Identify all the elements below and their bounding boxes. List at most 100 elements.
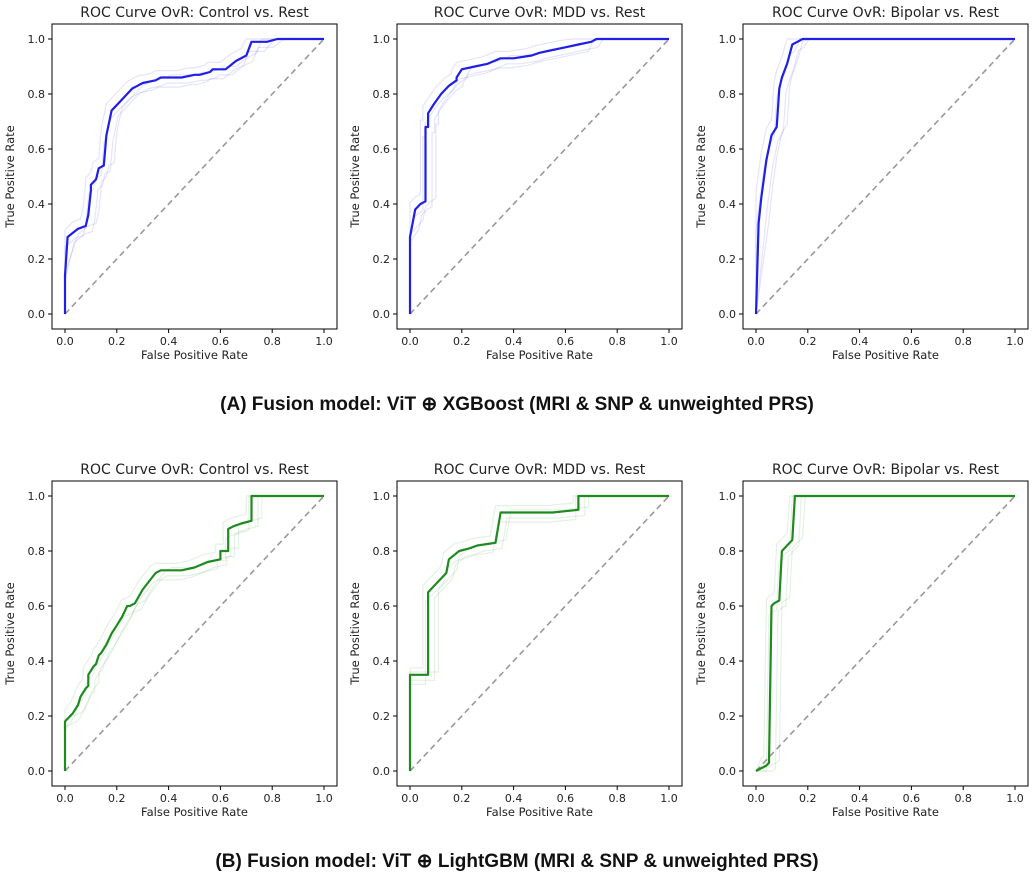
x-tick-label: 0.2 xyxy=(799,335,817,348)
x-tick-label: 0.2 xyxy=(108,335,126,348)
fold-curve-line xyxy=(64,38,324,314)
axes-frame xyxy=(396,23,683,330)
roc-panel-a-1: ROC Curve OvR: Control vs. Rest 0.0 0.2 0.4… xyxy=(3,5,338,362)
y-tick-label: 0.6 xyxy=(719,143,737,156)
x-tick-label: 0.8 xyxy=(954,335,972,348)
chance-diagonal-line xyxy=(64,495,325,772)
y-tick-label: 0.0 xyxy=(373,308,391,321)
fold-curve-line xyxy=(64,38,324,314)
y-tick-label: 0.4 xyxy=(373,655,391,668)
x-axis-label: False Positive Rate xyxy=(486,348,593,362)
y-tick-label: 0.6 xyxy=(719,600,737,613)
panel-title: ROC Curve OvR: MDD vs. Rest xyxy=(434,462,646,478)
x-tick-label: 0.4 xyxy=(851,335,869,348)
y-tick-label: 0.2 xyxy=(28,710,46,723)
y-tick-label: 0.6 xyxy=(28,143,46,156)
y-tick-label: 0.2 xyxy=(28,253,46,266)
x-axis-label: False Positive Rate xyxy=(141,805,248,819)
y-tick-label: 0.4 xyxy=(28,198,46,211)
y-tick-label: 0.8 xyxy=(28,545,46,558)
axes-frame xyxy=(51,480,338,787)
fold-curve-line xyxy=(409,38,669,314)
fold-curve-line xyxy=(756,495,1015,772)
x-tick-label: 0.2 xyxy=(453,792,471,805)
y-tick-label: 1.0 xyxy=(719,33,737,46)
fold-curve-line xyxy=(64,495,324,771)
y-tick-label: 0.6 xyxy=(28,600,46,613)
x-axis-label: False Positive Rate xyxy=(141,348,248,362)
y-tick-label: 0.4 xyxy=(719,198,737,211)
x-tick-label: 0.6 xyxy=(212,792,230,805)
roc-panel-b-2: ROC Curve OvR: MDD vs. Rest 0.0 0.2 0.4 0.6 0… xyxy=(348,462,683,819)
y-axis-label: True Positive Rate xyxy=(694,125,708,228)
fold-curve-line xyxy=(755,38,1015,314)
x-tick-label: 0.4 xyxy=(160,792,178,805)
y-tick-label: 0.0 xyxy=(719,308,737,321)
y-tick-label: 0.2 xyxy=(373,710,391,723)
chance-diagonal-line xyxy=(755,38,1016,315)
fold-curve-line xyxy=(409,495,669,771)
axes-frame xyxy=(742,480,1029,787)
caption-row-b: (B) Fusion model: ViT ⊕ LightGBM (MRI & … xyxy=(215,851,819,872)
panel-title: ROC Curve OvR: Control vs. Rest xyxy=(80,462,309,478)
x-tick-label: 0.0 xyxy=(56,335,74,348)
x-tick-label: 0.8 xyxy=(263,792,281,805)
y-tick-label: 0.8 xyxy=(28,88,46,101)
roc-panel-a-3: ROC Curve OvR: Bipolar vs. Rest 0.0 0.2 0.4… xyxy=(694,5,1029,362)
x-axis-label: False Positive Rate xyxy=(832,805,939,819)
fold-curve-line xyxy=(755,495,1015,772)
x-tick-label: 0.4 xyxy=(160,335,178,348)
caption-row-a: (A) Fusion model: ViT ⊕ XGBoost (MRI & S… xyxy=(220,394,814,415)
x-tick-label: 0.8 xyxy=(263,335,281,348)
y-tick-label: 1.0 xyxy=(28,33,46,46)
y-axis-label: True Positive Rate xyxy=(3,125,17,228)
fold-curve-line xyxy=(64,495,324,771)
y-axis-label: True Positive Rate xyxy=(348,582,362,685)
roc-curve-line xyxy=(755,494,1015,772)
fold-curve-line xyxy=(755,495,1015,772)
roc-curve-line xyxy=(408,37,669,314)
y-tick-label: 0.0 xyxy=(719,765,737,778)
x-tick-label: 1.0 xyxy=(315,335,333,348)
x-tick-label: 0.6 xyxy=(903,792,921,805)
y-tick-label: 0.0 xyxy=(28,308,46,321)
roc-curve-line xyxy=(754,37,1015,315)
x-tick-label: 0.6 xyxy=(903,335,921,348)
fold-curve-line xyxy=(409,495,669,771)
y-axis-label: True Positive Rate xyxy=(3,582,17,685)
panel-title: ROC Curve OvR: Control vs. Rest xyxy=(80,5,309,21)
fold-curve-line xyxy=(64,495,324,771)
chance-diagonal-line xyxy=(64,38,325,315)
axes-frame xyxy=(51,23,338,330)
panel-title: ROC Curve OvR: Bipolar vs. Rest xyxy=(772,5,1000,21)
y-axis-label: True Positive Rate xyxy=(348,125,362,228)
y-tick-label: 0.8 xyxy=(719,545,737,558)
y-axis-label: True Positive Rate xyxy=(694,582,708,685)
x-tick-label: 0.0 xyxy=(401,335,419,348)
panel-title: ROC Curve OvR: MDD vs. Rest xyxy=(434,5,646,21)
x-tick-label: 0.6 xyxy=(557,335,575,348)
y-tick-label: 0.4 xyxy=(373,198,391,211)
y-tick-label: 0.6 xyxy=(373,600,391,613)
x-tick-label: 1.0 xyxy=(1006,335,1024,348)
x-tick-label: 0.4 xyxy=(505,335,523,348)
x-tick-label: 1.0 xyxy=(315,792,333,805)
fold-curve-line xyxy=(409,495,669,771)
x-tick-label: 0.8 xyxy=(608,792,626,805)
panel-title: ROC Curve OvR: Bipolar vs. Rest xyxy=(772,462,1000,478)
y-tick-label: 0.2 xyxy=(719,253,737,266)
fold-curve-line xyxy=(756,495,1015,772)
x-tick-label: 0.6 xyxy=(557,792,575,805)
x-tick-label: 0.0 xyxy=(747,792,765,805)
y-tick-label: 1.0 xyxy=(373,490,391,503)
y-tick-label: 1.0 xyxy=(719,490,737,503)
x-axis-label: False Positive Rate xyxy=(832,348,939,362)
x-axis-label: False Positive Rate xyxy=(486,805,593,819)
roc-panel-b-1: ROC Curve OvR: Control vs. Rest 0.0 0.2 0.4… xyxy=(3,462,338,819)
fold-curve-line xyxy=(409,38,669,314)
x-tick-label: 1.0 xyxy=(1006,792,1024,805)
x-tick-label: 0.2 xyxy=(453,335,471,348)
fold-curve-line xyxy=(409,38,669,314)
y-tick-label: 0.0 xyxy=(28,765,46,778)
